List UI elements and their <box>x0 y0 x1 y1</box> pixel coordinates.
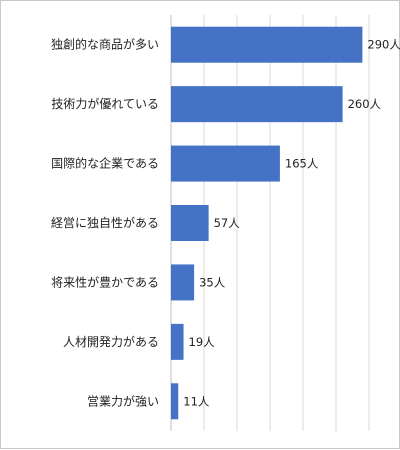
category-label-5: 人材開発力がある <box>63 334 159 349</box>
grid-lines <box>170 15 370 431</box>
category-label-3: 経営に独自性がある <box>51 215 159 230</box>
bar-0 <box>171 26 363 63</box>
value-label-2: 165人 <box>285 157 319 171</box>
value-label-4: 35人 <box>199 275 226 289</box>
bar-2 <box>171 145 280 182</box>
category-label-2: 国際的な企業である <box>51 156 159 171</box>
category-label-1: 技術力が優れている <box>51 96 159 111</box>
value-label-0: 290人 <box>367 38 400 52</box>
bar-3 <box>171 205 209 241</box>
category-label-4: 将来性が豊かである <box>51 274 159 289</box>
value-label-6: 11人 <box>183 394 210 408</box>
bar-6 <box>171 383 179 420</box>
bar-4 <box>171 264 195 301</box>
bar-1 <box>171 86 343 123</box>
value-label-1: 260人 <box>348 97 382 111</box>
category-label-0: 独創的な商品が多い <box>51 37 159 52</box>
bars <box>171 26 363 420</box>
bar-5 <box>171 323 184 360</box>
category-label-6: 営業力が強い <box>87 393 159 408</box>
value-label-3: 57人 <box>214 216 241 230</box>
value-label-5: 19人 <box>189 335 216 349</box>
